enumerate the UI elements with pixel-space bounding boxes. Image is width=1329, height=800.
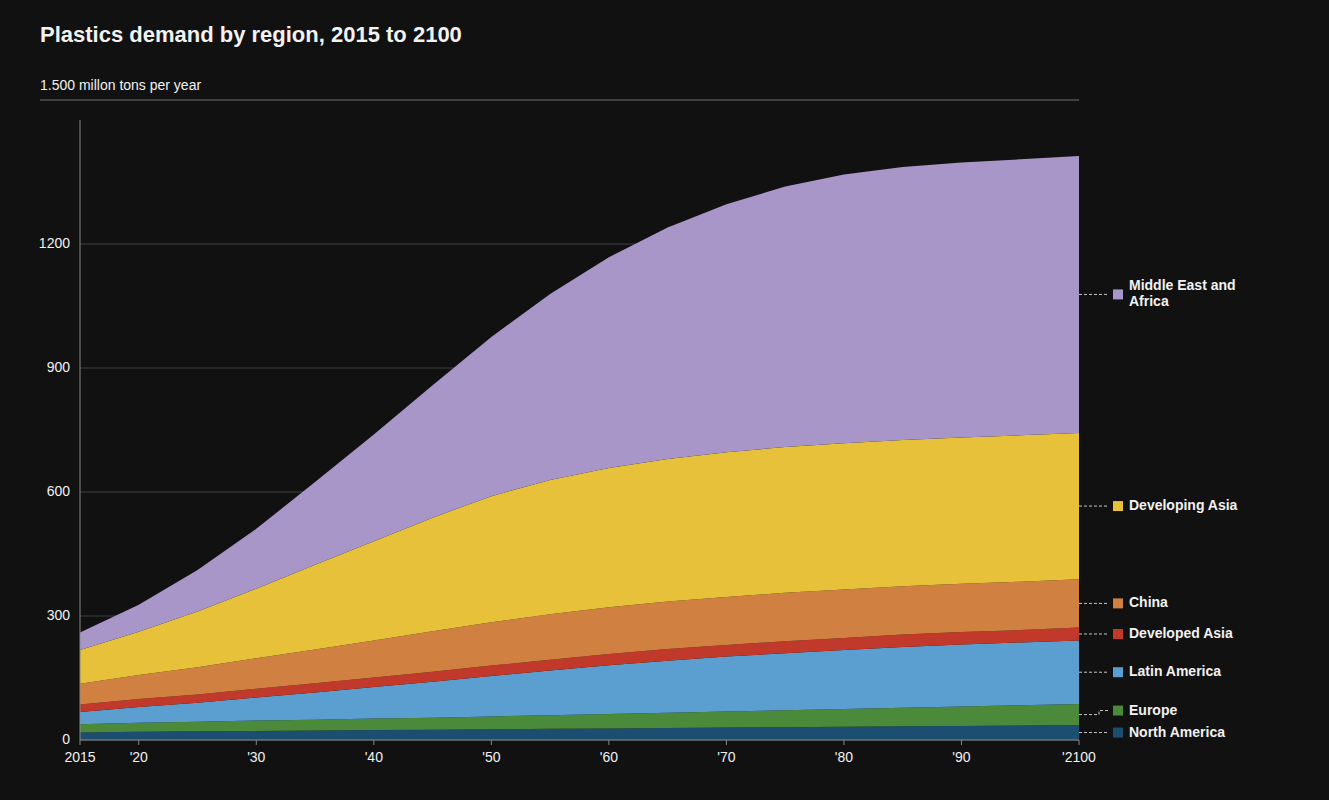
connector [1079,732,1109,733]
legend: North America Europe Latin America Develope… [1079,277,1238,739]
x-tick-label: '2100 [1062,749,1096,765]
x-tick-label: 2015 [64,749,95,765]
title: Plastics demand by region, 2015 to 2100 [40,22,462,47]
connector [1079,711,1109,715]
y-tick-label: 0 [62,731,70,747]
x-tick-label: '40 [365,749,383,765]
rule [40,100,1079,101]
y-tick-label: 900 [47,359,71,375]
series-label-line: Middle East and [1129,277,1236,293]
series-label: Europe [1129,701,1177,717]
x-tick-label: '20 [130,749,148,765]
x-tick [256,740,257,745]
series-label: Developing Asia [1129,497,1238,513]
legend-swatch [1113,706,1123,716]
x-tick-label: '50 [482,749,500,765]
x-tick [80,740,81,745]
series-label: Middle East andAfrica [1129,277,1236,309]
legend-swatch [1113,629,1123,639]
legend-swatch [1113,289,1123,299]
background [0,0,1329,800]
series-label: Latin America [1129,663,1221,679]
x-tick-label: '70 [717,749,735,765]
x-tick-label: '60 [600,749,618,765]
connector [1079,672,1109,673]
connector [1079,294,1109,295]
areas [80,156,1079,740]
x-tick [726,740,727,745]
connector [1079,506,1109,507]
y-axis-line [80,120,81,740]
x-tick [608,740,609,745]
area [80,156,1079,650]
series-label-line: Developing Asia [1129,497,1238,513]
connector [1079,603,1109,604]
y-tick-label: 1200 [39,235,70,251]
series-label-line: Latin America [1129,663,1221,679]
chart: Plastics demand by region, 2015 to 2100 1… [0,0,1329,800]
x-tick [1079,740,1080,745]
x-tick-label: '30 [247,749,265,765]
x-tick [373,740,374,745]
series-label-line: Europe [1129,701,1177,717]
series-label-line: North America [1129,723,1225,739]
y-tick-label: 300 [47,607,71,623]
x-tick [491,740,492,745]
legend-swatch [1113,667,1123,677]
series-label-line: Africa [1129,293,1169,309]
x-tick [138,740,139,745]
x-tick-label: '80 [835,749,853,765]
y-axis-label: 1.500 millon tons per year [40,77,201,93]
x-tick [843,740,844,745]
legend-swatch [1113,501,1123,511]
x-tick-label: '90 [952,749,970,765]
series-label-line: Developed Asia [1129,625,1233,641]
legend-swatch [1113,598,1123,608]
x-tick [961,740,962,745]
series-label: Developed Asia [1129,625,1233,641]
legend-swatch [1113,728,1123,738]
series-label: China [1129,594,1168,610]
x-axis-line [80,740,1079,741]
y-tick-label: 600 [47,483,71,499]
series-label: North America [1129,723,1225,739]
connector [1079,633,1109,634]
grid-line [80,740,1079,741]
series-label-line: China [1129,594,1168,610]
